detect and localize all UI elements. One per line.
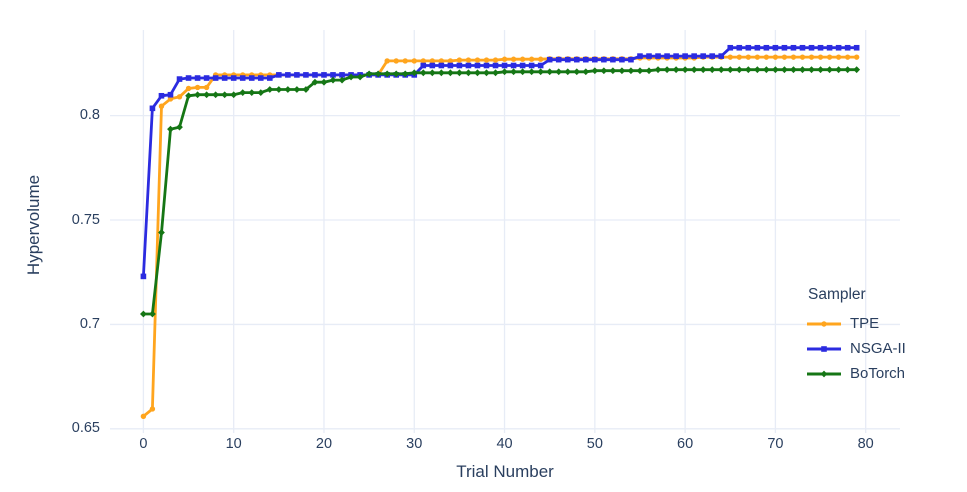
y-tick-label-0.7: 0.7 xyxy=(79,315,100,332)
legend-label: TPE xyxy=(850,315,880,332)
x-tick-label-0: 0 xyxy=(139,436,148,452)
legend-label: NSGA-II xyxy=(850,340,906,357)
y-tick-label-0.8: 0.8 xyxy=(79,107,100,124)
x-tick-label-50: 50 xyxy=(586,436,603,452)
legend: Sampler TPE NSGA-II BoTorch xyxy=(806,286,906,386)
legend-item-botorch[interactable]: BoTorch xyxy=(806,361,906,386)
y-tick-label-0.65: 0.65 xyxy=(71,420,100,437)
circle-line-swatch-icon xyxy=(807,320,841,327)
x-tick-label-40: 40 xyxy=(496,436,513,452)
square-line-swatch-icon xyxy=(807,345,841,352)
gridlines xyxy=(110,30,900,433)
x-tick-label-20: 20 xyxy=(315,436,333,452)
x-axis-title: Trial Number xyxy=(456,462,554,481)
legend-item-tpe[interactable]: TPE xyxy=(806,311,906,336)
series-botorch xyxy=(140,66,861,318)
diamond-line-swatch-icon xyxy=(807,370,841,377)
plot-area[interactable] xyxy=(110,30,900,433)
legend-title: Sampler xyxy=(808,286,866,303)
y-tick-label-0.75: 0.75 xyxy=(71,211,100,228)
x-tick-label-80: 80 xyxy=(857,436,874,452)
x-tick-label-10: 10 xyxy=(225,436,242,452)
legend-items: TPE NSGA-II BoTorch xyxy=(806,311,906,386)
y-axis-title: Hypervolume xyxy=(24,174,43,276)
legend-item-nsga-ii[interactable]: NSGA-II xyxy=(806,336,906,361)
x-tick-label-60: 60 xyxy=(677,436,694,452)
legend-label: BoTorch xyxy=(850,365,906,382)
x-tick-label-30: 30 xyxy=(406,436,423,452)
series-nsga-ii xyxy=(140,44,860,280)
x-tick-label-70: 70 xyxy=(767,436,784,452)
